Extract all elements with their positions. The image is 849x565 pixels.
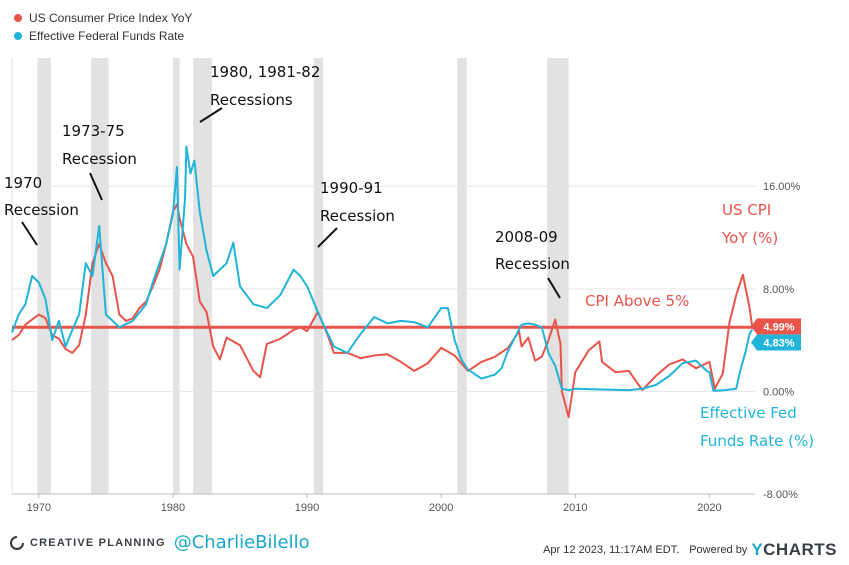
annotation-1980-line2: Recessions bbox=[210, 91, 293, 109]
series-lines bbox=[11, 145, 754, 419]
legend-label-cpi: US Consumer Price Index YoY bbox=[29, 11, 193, 25]
x-tick-label-5: 2020 bbox=[697, 502, 721, 514]
recession-band-4 bbox=[313, 58, 324, 494]
cpi-series-label-line1: US CPI bbox=[722, 201, 771, 219]
ycharts-logo-rest: CHARTS bbox=[763, 540, 837, 559]
annotation-1970-arrow bbox=[21, 221, 38, 246]
cpi-series-label-line2: YoY (%) bbox=[721, 229, 778, 247]
author-handle[interactable]: @CharlieBilello bbox=[173, 532, 310, 553]
last-value-label-0: 4.99% bbox=[763, 321, 794, 333]
legend-dot-fed-funds bbox=[14, 32, 22, 40]
annotation-1970-line1: 1970 bbox=[4, 174, 42, 192]
x-tick-label-0: 1970 bbox=[27, 502, 51, 514]
annotation-1980-arrow bbox=[199, 107, 223, 123]
annotation-2008-arrow bbox=[547, 277, 561, 299]
annotation-1970-line2: Recession bbox=[4, 201, 79, 219]
x-tick-label-3: 2000 bbox=[429, 502, 453, 514]
y-tick-label-1: 0.00% bbox=[763, 386, 794, 398]
annotation-2008-line1: 2008-09 bbox=[495, 228, 558, 246]
annotation-1990-line2: Recession bbox=[320, 207, 395, 225]
brand-name: CREATIVE PLANNING bbox=[30, 536, 166, 549]
recession-band-6 bbox=[547, 58, 569, 494]
fed-series-label-line1: Effective Fed bbox=[700, 404, 797, 422]
annotation-1973-arrow bbox=[89, 172, 103, 201]
gridlines bbox=[12, 185, 755, 495]
y-tick-label-3: 16.00% bbox=[763, 181, 801, 193]
x-tick-label-1: 1980 bbox=[161, 502, 185, 514]
last-value-badges: 4.99% 4.83% bbox=[751, 318, 801, 351]
recession-band-1 bbox=[91, 58, 109, 494]
recession-band-2 bbox=[172, 58, 180, 494]
y-axis-ticks: -8.00% 0.00% 8.00% 16.00% bbox=[763, 181, 801, 501]
ycharts-logo-y: Y bbox=[751, 540, 764, 559]
footer-source: Apr 12 2023, 11:17AM EDT. Powered by YCH… bbox=[543, 540, 837, 560]
last-value-badge-1 bbox=[751, 334, 801, 351]
annotation-1973-line2: Recession bbox=[62, 150, 137, 168]
creative-planning-logo-icon bbox=[10, 535, 24, 550]
last-value-label-1: 4.83% bbox=[763, 337, 794, 349]
plot-frame bbox=[11, 58, 755, 495]
x-tick-label-2: 1990 bbox=[295, 502, 319, 514]
powered-by-label: Powered by bbox=[689, 544, 748, 556]
recession-band-0 bbox=[37, 58, 51, 494]
series-line-fed-funds bbox=[11, 145, 754, 392]
legend: US Consumer Price Index YoY Effective Fe… bbox=[14, 9, 192, 45]
y-tick-label-0: -8.00% bbox=[763, 489, 798, 501]
legend-item-fed-funds[interactable]: Effective Federal Funds Rate bbox=[14, 27, 192, 45]
annotation-1990-line1: 1990-91 bbox=[320, 179, 383, 197]
x-tick-label-4: 2010 bbox=[563, 502, 587, 514]
series-line-cpi bbox=[11, 203, 754, 419]
recession-band-5 bbox=[457, 58, 467, 494]
annotation-1973-line1: 1973-75 bbox=[62, 122, 125, 140]
annotation-1980-line1: 1980, 1981-82 bbox=[210, 63, 320, 81]
annotations: 1970 Recession 1973-75 Recession 1980, 1… bbox=[4, 63, 814, 450]
legend-item-cpi[interactable]: US Consumer Price Index YoY bbox=[14, 9, 192, 27]
legend-label-fed-funds: Effective Federal Funds Rate bbox=[29, 29, 185, 43]
annotation-2008-line2: Recession bbox=[495, 255, 570, 273]
fed-series-label-line2: Funds Rate (%) bbox=[700, 432, 814, 450]
timestamp: Apr 12 2023, 11:17AM EDT. bbox=[543, 544, 680, 556]
annotation-1990-arrow bbox=[317, 227, 338, 248]
last-value-badge-0 bbox=[751, 318, 801, 335]
legend-dot-cpi bbox=[14, 14, 22, 22]
recession-bands bbox=[37, 58, 569, 494]
ycharts-logo[interactable]: YCHARTS bbox=[751, 540, 837, 560]
y-tick-label-2: 8.00% bbox=[763, 284, 794, 296]
threshold-label: CPI Above 5% bbox=[585, 292, 689, 310]
x-axis-ticks: 1970 1980 1990 2000 2010 2020 bbox=[27, 494, 722, 514]
recession-band-3 bbox=[193, 58, 212, 494]
footer-brand: CREATIVE PLANNING @CharlieBilello bbox=[10, 532, 310, 553]
